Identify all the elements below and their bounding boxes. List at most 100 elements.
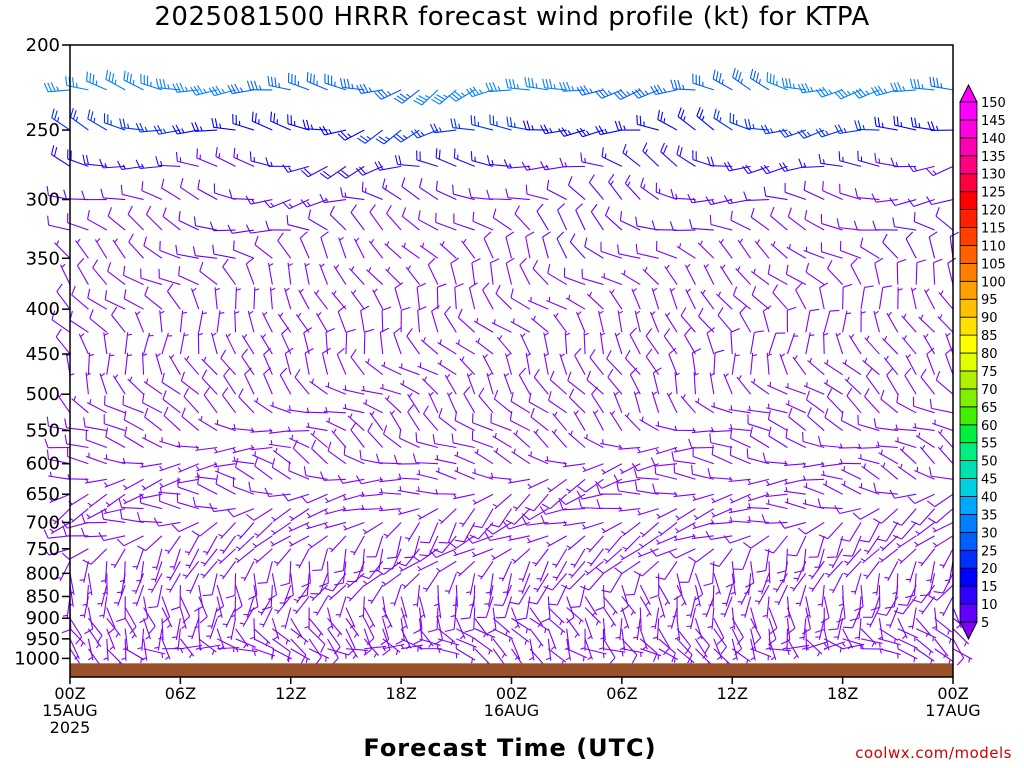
barb-staff <box>489 476 512 480</box>
barb-staff <box>261 312 273 333</box>
barb-staff <box>223 375 237 395</box>
wind-barb <box>173 628 181 651</box>
wind-barb <box>306 71 328 91</box>
wind-barb <box>327 607 334 629</box>
barb-half-feather <box>328 417 330 423</box>
barb-staff <box>768 618 777 640</box>
barb-half-feather <box>642 646 647 650</box>
barb-half-feather <box>460 92 466 97</box>
wind-barb <box>897 463 917 480</box>
wind-barb <box>235 287 241 310</box>
wind-barb <box>836 596 846 623</box>
barb-staff <box>205 535 218 556</box>
wind-barb <box>799 618 807 641</box>
wind-barb <box>729 607 736 630</box>
wind-barb <box>235 638 257 651</box>
barb-full-feather <box>804 83 810 93</box>
barb-full-feather <box>119 509 123 519</box>
barb-staff <box>852 535 862 557</box>
barb-staff <box>737 239 752 259</box>
barb-staff <box>565 297 586 310</box>
wind-barb <box>331 428 347 448</box>
barb-staff <box>284 287 292 310</box>
wind-barb <box>345 617 360 638</box>
wind-barb <box>181 407 200 431</box>
barb-full-feather <box>119 118 123 128</box>
barb-staff <box>140 277 163 286</box>
barb-staff <box>437 628 456 643</box>
barb-full-feather <box>797 130 805 139</box>
barb-full-feather <box>633 468 638 478</box>
wind-barb <box>448 89 475 102</box>
barb-half-feather <box>478 89 483 94</box>
barb-staff <box>155 548 163 571</box>
wind-barb <box>601 573 623 593</box>
barb-half-feather <box>564 162 568 167</box>
wind-barb <box>452 585 459 608</box>
barb-staff <box>803 129 825 139</box>
barb-staff <box>862 359 880 376</box>
barb-staff <box>315 313 329 333</box>
wind-barb <box>417 508 439 520</box>
wind-barb <box>680 307 696 333</box>
barb-half-feather <box>339 237 344 241</box>
wind-barb <box>51 508 71 525</box>
barb-staff <box>51 117 71 131</box>
barb-full-feather <box>116 617 126 622</box>
wind-barb <box>436 560 457 574</box>
wind-barb <box>692 521 715 530</box>
barb-staff <box>492 607 497 630</box>
wind-barb <box>342 403 365 414</box>
wind-barb <box>929 398 954 414</box>
wind-barb <box>696 107 715 131</box>
wind-barb <box>68 493 89 507</box>
barb-full-feather <box>341 170 350 177</box>
barb-full-feather <box>634 89 642 98</box>
wind-barb <box>795 282 807 310</box>
wind-barb <box>584 607 602 626</box>
barb-staff <box>846 395 862 414</box>
barb-full-feather <box>227 224 233 234</box>
wind-barb <box>50 145 71 167</box>
barb-half-feather <box>900 463 903 469</box>
barb-full-feather <box>282 492 289 502</box>
barb-full-feather <box>245 195 252 205</box>
barb-half-feather <box>75 116 79 122</box>
wind-barb <box>890 157 917 168</box>
barb-staff <box>233 249 255 259</box>
wind-barb <box>707 607 715 630</box>
wind-barb <box>543 572 568 591</box>
barb-staff <box>417 310 421 333</box>
wind-barb <box>287 72 310 91</box>
barb-full-feather <box>594 481 603 489</box>
wind-barb <box>140 493 163 500</box>
wind-barb <box>355 165 383 176</box>
wind-barb <box>576 311 586 333</box>
wind-barb <box>207 607 218 629</box>
barb-staff <box>332 573 347 592</box>
barb-staff <box>747 198 770 201</box>
barb-full-feather <box>201 369 208 379</box>
wind-barb <box>300 165 328 178</box>
wind-barb <box>896 393 917 414</box>
wind-barb <box>793 561 807 582</box>
wind-barb <box>200 560 218 579</box>
barb-half-feather <box>99 614 105 617</box>
barb-staff <box>934 607 938 630</box>
barb-half-feather <box>673 657 676 663</box>
barb-staff <box>624 535 641 552</box>
wind-barb <box>294 368 310 395</box>
wind-barb <box>222 258 237 285</box>
barb-staff <box>287 409 310 414</box>
barb-staff <box>247 310 255 333</box>
barb-staff <box>235 638 257 648</box>
barb-full-feather <box>144 286 149 296</box>
barb-staff <box>857 457 880 465</box>
barb-half-feather <box>729 625 735 629</box>
barb-half-feather <box>192 287 197 292</box>
barb-staff <box>931 407 954 414</box>
barb-full-feather <box>732 68 736 78</box>
barb-half-feather <box>289 515 294 520</box>
wind-barb <box>684 327 696 355</box>
wind-barb <box>197 179 218 201</box>
